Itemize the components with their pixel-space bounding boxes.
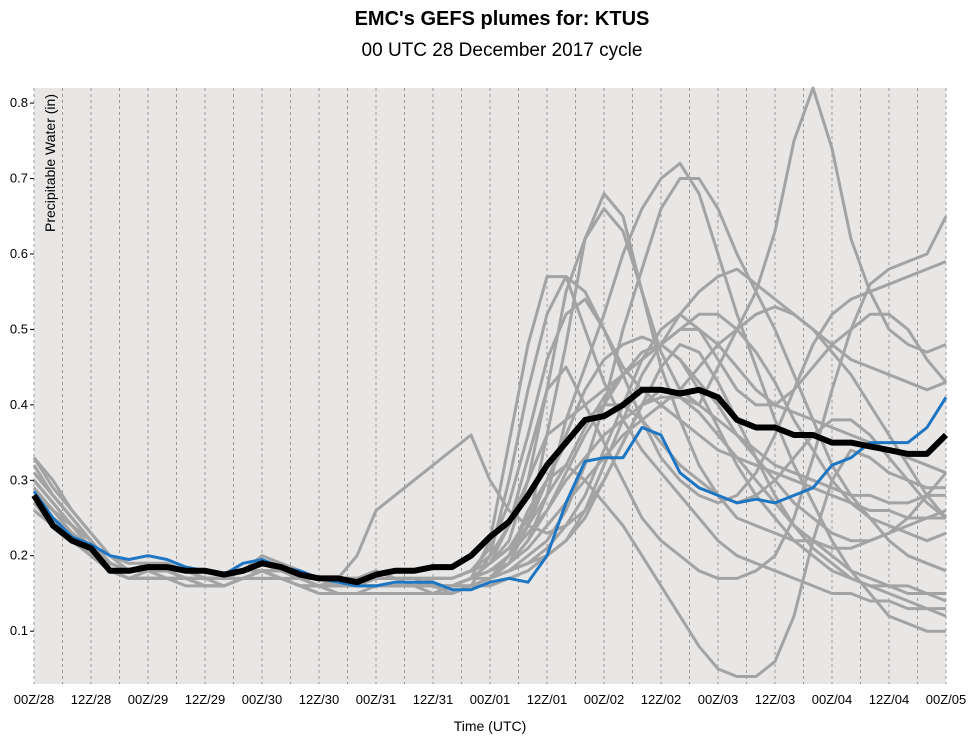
y-tick-label: 0.1: [10, 623, 28, 638]
x-tick-label: 12Z/28: [71, 692, 111, 707]
x-tick-label: 00Z/28: [14, 692, 54, 707]
mean-layer: [31, 386, 949, 586]
y-tick-label: 0.8: [10, 95, 28, 110]
x-tick-layer: 00Z/28 12Z/28 00Z/29 12Z/29 00Z/30 12Z/30 00Z/…: [14, 692, 966, 707]
x-tick-label: 00Z/01: [470, 692, 510, 707]
ensemble-member-line: [33, 305, 948, 595]
ensemble-mean-line: [31, 386, 949, 586]
control-layer: [32, 396, 948, 592]
control-run-line: [32, 396, 948, 592]
x-tick-label: 00Z/30: [242, 692, 282, 707]
x-tick-label: 00Z/05: [926, 692, 966, 707]
x-axis-label: Time (UTC): [454, 718, 527, 734]
x-tick-label: 12Z/01: [527, 692, 567, 707]
y-tick-label: 0.3: [10, 472, 28, 487]
chart-title: EMC's GEFS plumes for: KTUS: [354, 8, 650, 30]
y-tick-label: 0.7: [10, 171, 28, 186]
x-tick-label: 12Z/03: [755, 692, 795, 707]
x-tick-label: 00Z/04: [812, 692, 852, 707]
x-tick-label: 00Z/03: [698, 692, 738, 707]
chart-subtitle: 00 UTC 28 December 2017 cycle: [361, 40, 643, 61]
x-tick-label: 12Z/29: [185, 692, 225, 707]
y-tick-label: 0.4: [10, 397, 28, 412]
y-tick-label: 0.2: [10, 548, 28, 563]
y-tick-layer: 0.1 0.2 0.3 0.4 0.5 0.6 0.7 0.8: [10, 95, 34, 638]
y-tick-label: 0.5: [10, 321, 28, 336]
x-tick-label: 12Z/04: [869, 692, 909, 707]
x-tick-label: 00Z/31: [356, 692, 396, 707]
x-tick-label: 12Z/02: [641, 692, 681, 707]
x-tick-label: 00Z/29: [128, 692, 168, 707]
x-tick-label: 12Z/30: [299, 692, 339, 707]
y-axis-label: Precipitable Water (in): [42, 94, 58, 232]
y-tick-label: 0.6: [10, 246, 28, 261]
x-tick-label: 12Z/31: [413, 692, 453, 707]
ensemble-member-line: [32, 335, 948, 588]
x-tick-label: 00Z/02: [584, 692, 624, 707]
